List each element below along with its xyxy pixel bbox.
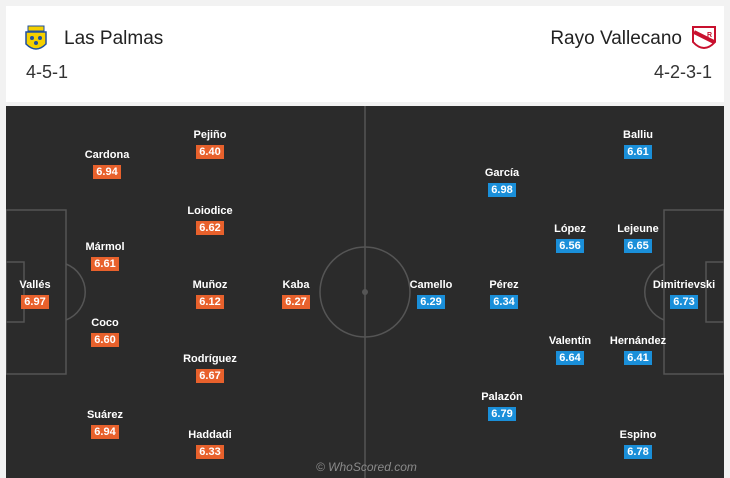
- player-name: Hernández: [609, 335, 667, 347]
- player-rating-badge: 6.40: [196, 145, 224, 159]
- player-rating-badge: 6.73: [670, 295, 698, 309]
- player-name: Camello: [409, 279, 453, 291]
- player-name: Lejeune: [617, 223, 659, 235]
- away-player[interactable]: García 6.98: [462, 166, 542, 198]
- player-rating-badge: 6.34: [490, 295, 518, 309]
- player-name: Kaba: [282, 279, 310, 291]
- player-name: García: [484, 167, 520, 179]
- away-player[interactable]: Palazón 6.79: [462, 390, 542, 422]
- player-rating-badge: 6.94: [93, 165, 121, 179]
- player-name: Cardona: [84, 149, 130, 161]
- player-name: Rodríguez: [183, 353, 237, 365]
- home-player[interactable]: Haddadi 6.33: [170, 428, 250, 460]
- player-name: Coco: [91, 317, 119, 329]
- away-player[interactable]: Camello 6.29: [391, 278, 471, 310]
- svg-text:R: R: [707, 32, 712, 39]
- home-player[interactable]: Coco 6.60: [65, 316, 145, 348]
- home-player[interactable]: Loiodice 6.62: [170, 204, 250, 236]
- away-player[interactable]: Valentín 6.64: [530, 334, 610, 366]
- away-player[interactable]: Espino 6.78: [598, 428, 678, 460]
- player-rating-badge: 6.98: [488, 183, 516, 197]
- player-name: Balliu: [623, 129, 653, 141]
- away-formation: 4-2-3-1: [653, 62, 712, 82]
- player-rating-badge: 6.61: [624, 145, 652, 159]
- home-player[interactable]: Suárez 6.94: [65, 408, 145, 440]
- home-player[interactable]: Mármol 6.61: [65, 240, 145, 272]
- player-rating-badge: 6.65: [624, 239, 652, 253]
- player-name: Mármol: [85, 241, 125, 253]
- player-name: Suárez: [86, 409, 124, 421]
- player-rating-badge: 6.60: [91, 333, 119, 347]
- home-formation: 4-5-1: [26, 62, 69, 82]
- player-rating-badge: 6.78: [624, 445, 652, 459]
- player-name: Espino: [619, 429, 657, 441]
- watermark: © WhoScored.com: [316, 460, 417, 474]
- home-player[interactable]: Rodríguez 6.67: [170, 352, 250, 384]
- player-name: Haddadi: [188, 429, 232, 441]
- rayo-vallecano-crest-icon: R: [692, 26, 716, 49]
- home-player[interactable]: Cardona 6.94: [67, 148, 147, 180]
- player-rating-badge: 6.27: [282, 295, 310, 309]
- away-player[interactable]: Balliu 6.61: [598, 128, 678, 160]
- player-name: Pejiño: [193, 129, 227, 141]
- player-rating-badge: 6.61: [91, 257, 119, 271]
- player-rating-badge: 6.29: [417, 295, 445, 309]
- home-player[interactable]: Pejiño 6.40: [170, 128, 250, 160]
- pitch-markings: [6, 106, 724, 478]
- player-rating-badge: 6.56: [556, 239, 584, 253]
- away-player[interactable]: Hernández 6.41: [598, 334, 678, 366]
- away-player[interactable]: Pérez 6.34: [464, 278, 544, 310]
- home-player[interactable]: Muñoz 6.12: [170, 278, 250, 310]
- away-player[interactable]: Lejeune 6.65: [598, 222, 678, 254]
- pitch: Pejiño 6.40 Cardona 6.94 Loiodice 6.62 Mármol 6…: [6, 106, 724, 478]
- player-name: Palazón: [481, 391, 523, 403]
- home-team-name[interactable]: Las Palmas: [64, 28, 164, 49]
- player-name: Loiodice: [187, 205, 233, 217]
- player-name: Pérez: [489, 279, 519, 291]
- player-rating-badge: 6.79: [488, 407, 516, 421]
- player-rating-badge: 6.62: [196, 221, 224, 235]
- away-team-name[interactable]: Rayo Vallecano: [550, 28, 682, 49]
- player-rating-badge: 6.33: [196, 445, 224, 459]
- player-rating-badge: 6.41: [624, 351, 652, 365]
- away-player[interactable]: López 6.56: [530, 222, 610, 254]
- player-rating-badge: 6.94: [91, 425, 119, 439]
- player-rating-badge: 6.67: [196, 369, 224, 383]
- player-rating-badge: 6.12: [196, 295, 224, 309]
- las-palmas-crest-icon: [25, 25, 47, 50]
- player-name: Vallés: [19, 279, 51, 291]
- away-player[interactable]: Dimitrievski 6.73: [644, 278, 724, 310]
- home-player[interactable]: Vallés 6.97: [6, 278, 75, 310]
- teams-header: Las Palmas 4-5-1 Rayo Vallecano 4-2-3-1 …: [6, 6, 724, 102]
- player-rating-badge: 6.64: [556, 351, 584, 365]
- player-name: Muñoz: [192, 279, 228, 291]
- player-name: Valentín: [548, 335, 592, 347]
- home-player[interactable]: Kaba 6.27: [256, 278, 336, 310]
- player-name: López: [554, 223, 586, 235]
- player-name: Dimitrievski: [652, 279, 716, 291]
- player-rating-badge: 6.97: [21, 295, 49, 309]
